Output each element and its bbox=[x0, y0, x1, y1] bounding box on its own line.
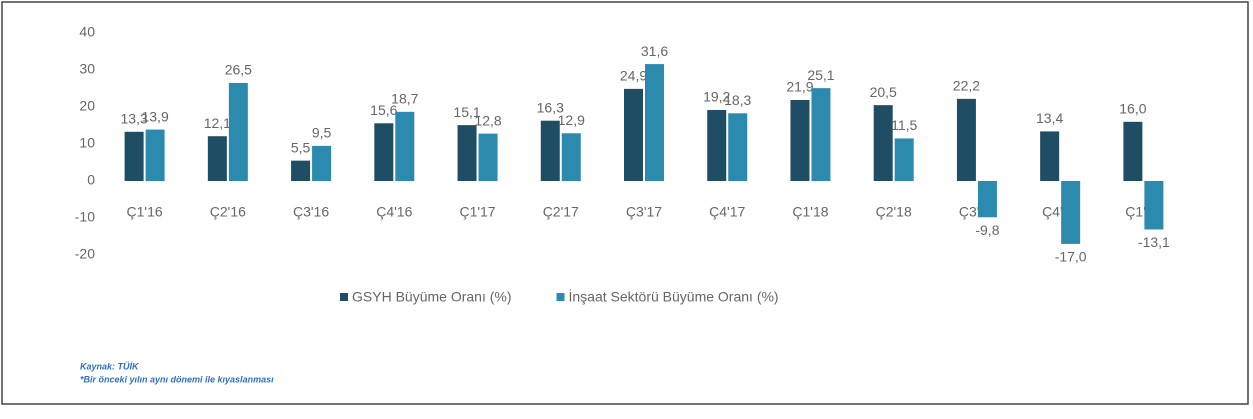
x-tick-label: Ç2'16 bbox=[210, 204, 246, 220]
value-label: 21,9 bbox=[786, 79, 813, 95]
value-label: 12,1 bbox=[204, 115, 231, 131]
x-tick-label: Ç1'17 bbox=[459, 204, 495, 220]
value-label: 31,6 bbox=[641, 43, 668, 59]
bar bbox=[228, 82, 248, 181]
y-tick-label: 40 bbox=[79, 24, 95, 40]
value-label: 22,2 bbox=[953, 78, 980, 94]
bar bbox=[645, 64, 664, 181]
value-label: 16,3 bbox=[537, 99, 564, 115]
legend-swatch bbox=[556, 293, 565, 301]
bar bbox=[977, 181, 997, 218]
bar bbox=[1144, 181, 1164, 230]
bar bbox=[124, 131, 144, 181]
value-label: 26,5 bbox=[225, 62, 252, 78]
bar bbox=[374, 123, 394, 181]
legend-label: GSYH Büyüme Oranı (%) bbox=[352, 289, 512, 305]
x-tick-label: Ç4'17 bbox=[709, 204, 745, 220]
bar bbox=[894, 138, 914, 181]
bar bbox=[728, 113, 748, 181]
value-label: 5,5 bbox=[291, 139, 311, 155]
bar bbox=[312, 145, 332, 181]
value-label: 19,2 bbox=[703, 89, 730, 105]
x-tick-label: Ç1'16 bbox=[127, 204, 163, 220]
y-tick-label: 30 bbox=[79, 61, 95, 77]
value-label: -17,0 bbox=[1055, 249, 1087, 265]
bar bbox=[478, 133, 498, 181]
bar bbox=[457, 125, 477, 181]
value-label: 13,9 bbox=[141, 108, 168, 124]
legend-swatch bbox=[340, 293, 348, 301]
bar bbox=[707, 109, 727, 181]
x-tick-label: Ç3'17 bbox=[626, 204, 662, 220]
value-label: 9,5 bbox=[312, 125, 332, 141]
bar bbox=[561, 133, 581, 181]
value-label: -9,8 bbox=[975, 222, 999, 238]
frame bbox=[1, 1, 1249, 405]
value-label: 18,7 bbox=[391, 91, 418, 107]
value-label: -13,1 bbox=[1138, 234, 1170, 250]
value-label: 24,9 bbox=[620, 68, 647, 84]
value-label: 16,0 bbox=[1119, 101, 1146, 117]
bar bbox=[291, 160, 311, 181]
value-label: 13,4 bbox=[1036, 110, 1063, 126]
bar bbox=[1040, 131, 1060, 181]
value-label: 15,6 bbox=[370, 102, 397, 118]
legend-label: İnşaat Sektörü Büyüme Oranı (%) bbox=[569, 288, 779, 305]
bar bbox=[956, 98, 976, 181]
x-tick-label: Ç2'18 bbox=[876, 204, 912, 220]
bar bbox=[790, 99, 810, 181]
bar bbox=[1061, 181, 1081, 244]
footnote-source: Kaynak: TÜİK bbox=[80, 361, 140, 371]
bar bbox=[395, 111, 415, 181]
footnote-note: *Bir önceki yılın aynı dönemi ile kıyasl… bbox=[80, 374, 274, 384]
value-label: 15,1 bbox=[453, 104, 480, 120]
x-tick-label: Ç4'16 bbox=[376, 204, 412, 220]
x-tick-label: Ç2'17 bbox=[543, 204, 579, 220]
bar bbox=[145, 129, 165, 181]
y-tick-label: -20 bbox=[75, 246, 95, 262]
bar bbox=[207, 136, 227, 181]
value-label: 25,1 bbox=[807, 67, 834, 83]
x-tick-label: Ç1'18 bbox=[792, 204, 828, 220]
bar bbox=[811, 88, 831, 181]
value-label: 20,5 bbox=[870, 84, 897, 100]
y-tick-label: 10 bbox=[79, 135, 95, 151]
value-label: 13,3 bbox=[120, 110, 147, 126]
bar bbox=[624, 88, 643, 181]
y-tick-label: -10 bbox=[75, 209, 95, 225]
x-tick-label: Ç3'16 bbox=[293, 204, 329, 220]
bar bbox=[873, 105, 893, 181]
y-tick-label: 20 bbox=[79, 98, 95, 114]
value-label: 18,3 bbox=[724, 92, 751, 108]
value-label: 12,9 bbox=[558, 112, 585, 128]
value-label: 11,5 bbox=[891, 117, 917, 133]
bar bbox=[1123, 121, 1143, 181]
bar bbox=[540, 120, 560, 181]
y-tick-label: 0 bbox=[87, 172, 95, 188]
value-label: 12,8 bbox=[474, 112, 501, 128]
